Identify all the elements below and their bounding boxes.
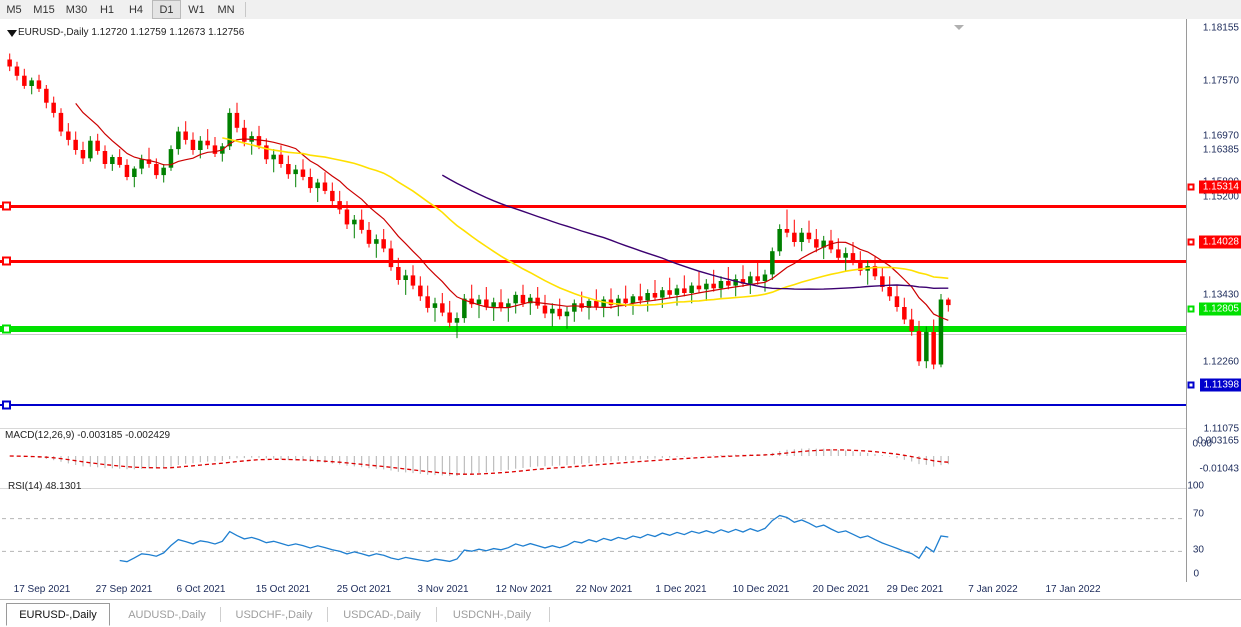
date-axis-label: 12 Nov 2021: [495, 584, 553, 595]
tab-usdcad-daily[interactable]: USDCAD-,Daily: [343, 608, 421, 621]
date-axis-label: 7 Jan 2022: [968, 584, 1018, 595]
timeframe-w1[interactable]: W1: [188, 3, 205, 16]
chart-collapse-icon[interactable]: [6, 28, 18, 38]
date-axis-label: 1 Dec 2021: [655, 584, 707, 595]
price-axis-label: 1.17570: [1202, 75, 1239, 87]
tab-usdcnh-daily[interactable]: USDCNH-,Daily: [452, 608, 532, 621]
price-tag-resistance-1[interactable]: 1.15314: [1198, 180, 1241, 194]
date-axis-label: 15 Oct 2021: [255, 584, 311, 595]
price-axis-label: 1.18155: [1202, 22, 1239, 34]
price-tag-bottom[interactable]: 1.11398: [1199, 378, 1241, 392]
level-handle-resistance-1[interactable]: [2, 201, 11, 211]
date-axis-label: 25 Oct 2021: [336, 584, 392, 595]
date-axis-label: 3 Nov 2021: [417, 584, 469, 595]
rsi-axis-label: 30: [1192, 544, 1204, 556]
date-axis-label: 22 Nov 2021: [575, 584, 633, 595]
tab-usdchf-daily[interactable]: USDCHF-,Daily: [235, 608, 313, 621]
level-line-resistance-2[interactable]: [0, 260, 1186, 263]
rsi-series: [2, 514, 1184, 563]
timeframe-h1[interactable]: H1: [99, 3, 115, 16]
timeframe-d1[interactable]: D1: [152, 0, 181, 19]
date-axis-label: 27 Sep 2021: [95, 584, 153, 595]
rsi-axis-label: 70: [1192, 508, 1204, 520]
price-axis-label: 1.11075: [1203, 423, 1239, 435]
price-tag-handle-bottom[interactable]: [1187, 381, 1195, 389]
tab-divider: [220, 607, 221, 622]
level-handle-resistance-2[interactable]: [2, 256, 11, 266]
toolbar-divider: [245, 2, 246, 17]
tab-audusd-daily[interactable]: AUDUSD-,Daily: [128, 608, 206, 621]
level-handle-support[interactable]: [2, 324, 11, 334]
level-handle-bottom[interactable]: [2, 400, 11, 410]
price-tag-handle-support[interactable]: [1187, 305, 1195, 313]
date-axis-label: 29 Dec 2021: [886, 584, 944, 595]
macd-axis-label: 0.003165: [1197, 435, 1239, 447]
macd-series: [9, 448, 949, 476]
macd-axis-label: -0.01043: [1199, 463, 1239, 475]
rsi-axis-label: 100: [1187, 480, 1204, 492]
price-axis-label: 1.12260: [1202, 356, 1239, 368]
tab-divider: [436, 607, 437, 622]
date-axis-label: 20 Dec 2021: [812, 584, 870, 595]
rsi-axis-label: 0: [1193, 568, 1199, 580]
macd-label: MACD(12,26,9) -0.003185 -0.002429: [5, 430, 171, 441]
timeframe-m15[interactable]: M15: [33, 3, 55, 16]
timeframe-mn[interactable]: MN: [217, 3, 235, 16]
date-axis-label: 17 Sep 2021: [13, 584, 71, 595]
price-axis-label: 1.15200: [1202, 191, 1239, 203]
price-tag-support[interactable]: 1.12805: [1198, 302, 1241, 316]
price-tag-handle-resistance-2[interactable]: [1187, 238, 1195, 246]
tab-eurusd-daily[interactable]: EURUSD-,Daily: [6, 603, 110, 626]
date-axis-label: 17 Jan 2022: [1045, 584, 1101, 595]
macd-panel-separator: [0, 428, 1186, 429]
level-line-support-shadow: [0, 334, 1186, 335]
timeframe-h4[interactable]: H4: [128, 3, 144, 16]
chart-symbol-quote: EURUSD-,Daily 1.12720 1.12759 1.12673 1.…: [18, 27, 245, 38]
rsi-label: RSI(14) 48.1301: [8, 481, 82, 492]
price-axis-label: 1.13430: [1202, 289, 1239, 301]
date-axis-label: 10 Dec 2021: [732, 584, 790, 595]
macd-axis-label-zero: 0.00: [1192, 438, 1212, 450]
level-line-bottom[interactable]: [0, 404, 1186, 406]
date-axis[interactable]: 17 Sep 2021 27 Sep 2021 6 Oct 2021 15 Oc…: [0, 582, 1241, 599]
tab-divider: [327, 607, 328, 622]
chart-dropdown-icon[interactable]: [954, 25, 964, 30]
level-line-support[interactable]: [0, 326, 1186, 332]
price-axis-label: 1.16385: [1202, 144, 1239, 156]
timeframe-m5[interactable]: M5: [6, 3, 22, 16]
price-tag-resistance-2[interactable]: 1.14028: [1198, 235, 1241, 249]
symbol-tabbar: EURUSD-,Daily AUDUSD-,Daily USDCHF-,Dail…: [0, 599, 1241, 627]
timeframe-m30[interactable]: M30: [65, 3, 88, 16]
date-axis-label: 6 Oct 2021: [176, 584, 226, 595]
candlestick-series: [7, 53, 951, 370]
price-tag-handle-resistance-1[interactable]: [1187, 183, 1195, 191]
tab-divider: [549, 607, 550, 622]
level-line-resistance-1[interactable]: [0, 205, 1186, 208]
price-axis-label: 1.16970: [1202, 130, 1239, 142]
price-axis[interactable]: 1.18155 1.17570 1.16970 1.16385 1.15800 …: [1186, 19, 1241, 582]
timeframe-toolbar: M5 M15 M30 H1 H4 D1 W1 MN: [0, 0, 1241, 20]
rsi-panel-separator: [0, 488, 1186, 489]
price-chart-canvas[interactable]: EURUSD-,Daily 1.12720 1.12759 1.12673 1.…: [0, 19, 1186, 582]
